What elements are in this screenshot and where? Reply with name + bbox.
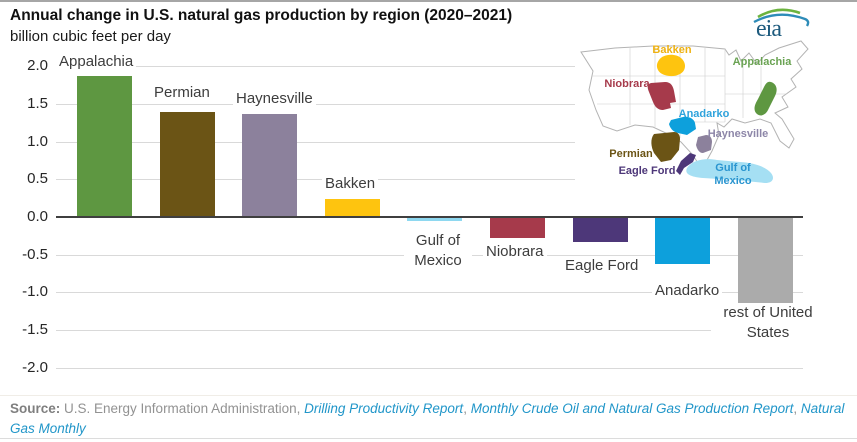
page-title: Annual change in U.S. natural gas produc…	[10, 7, 513, 24]
bar-label-anadarko: Anadarko	[652, 281, 723, 301]
source-link-3[interactable]: Natural Gas Monthly	[10, 401, 845, 436]
gridline-1.0	[56, 141, 803, 143]
us-outline	[580, 40, 809, 170]
y-tick-label-2.0: 2.0	[27, 57, 48, 75]
gridline--1.0	[56, 292, 803, 294]
bar-label-gulf-of-mexico: Gulf of Mexico	[404, 231, 472, 271]
map-region-bakken	[656, 54, 686, 77]
bottom-border-line	[0, 438, 857, 439]
bar-label-rest-of-united-states: rest of United States	[711, 303, 825, 343]
y-tick-label--2.0: -2.0	[22, 358, 48, 376]
bar-chart-plot-area: Appalachia Permian Haynesville Bakken Gu…	[0, 2, 857, 402]
map-label-anadarko: Anadarko	[679, 108, 730, 120]
chart-unit-label: billion cubic feet per day	[10, 28, 171, 45]
bar-anadarko	[655, 218, 711, 264]
source-text: ,	[793, 401, 801, 416]
bar-appalachia	[77, 76, 132, 217]
y-tick-label--1.0: -1.0	[22, 283, 48, 301]
map-label-gulf-of-mexico-line1: Gulf of	[715, 162, 751, 174]
us-regions-map: Bakken Appalachia Niobrara Anadarko Hayn…	[575, 38, 825, 190]
source-label: Source:	[10, 401, 61, 416]
source-link-1[interactable]: Drilling Productivity Report	[304, 401, 464, 416]
map-label-permian: Permian	[609, 148, 653, 160]
eia-logo-text: eia	[756, 16, 782, 42]
bar-label-permian: Permian	[151, 83, 213, 103]
map-label-niobrara: Niobrara	[604, 78, 650, 90]
eia-logo: eia	[753, 8, 810, 42]
y-tick-label-0.0: 0.0	[27, 208, 48, 225]
x-axis-zero-line	[56, 215, 803, 219]
gridline-1.5	[56, 103, 803, 105]
bar-eagle-ford	[572, 218, 628, 242]
map-label-appalachia: Appalachia	[733, 56, 793, 68]
map-label-gulf-of-mexico-line2: Mexico	[714, 175, 752, 187]
y-tick-label--1.5: -1.5	[22, 321, 48, 339]
source-attribution: Source: U.S. Energy Information Administ…	[10, 399, 848, 439]
gridline-0.5	[56, 179, 803, 181]
bar-niobrara	[490, 218, 545, 239]
bar-label-bakken: Bakken	[322, 174, 379, 194]
bar-label-eagle-ford: Eagle Ford	[562, 256, 642, 276]
bar-haynesville	[242, 113, 298, 217]
bar-rest-of-united-states	[737, 218, 793, 303]
map-label-bakken: Bakken	[652, 44, 691, 56]
source-text: U.S. Energy Information Administration,	[60, 401, 305, 416]
map-region-appalachia	[754, 81, 777, 116]
y-tick-label-0.5: 0.5	[27, 170, 48, 188]
source-text: ,	[463, 401, 471, 416]
map-region-gulf-of-mexico	[686, 159, 773, 183]
map-region-anadarko	[669, 116, 696, 135]
bar-label-appalachia: Appalachia	[56, 52, 137, 72]
divider-line	[0, 395, 857, 396]
bar-label-niobrara: Niobrara	[483, 242, 547, 262]
gridline--2.0	[56, 367, 803, 369]
map-region-eagle-ford	[676, 153, 696, 175]
map-region-haynesville	[696, 135, 712, 153]
map-label-haynesville: Haynesville	[708, 128, 769, 140]
bar-bakken	[324, 198, 380, 217]
bar-label-haynesville: Haynesville	[233, 89, 316, 109]
y-tick-label-1.0: 1.0	[27, 132, 48, 150]
eia-logo-green-arc	[757, 8, 801, 19]
source-link-2[interactable]: Monthly Crude Oil and Natural Gas Produc…	[470, 401, 794, 416]
y-tick-label-1.5: 1.5	[27, 94, 48, 112]
eia-logo-blue-arc	[753, 13, 810, 27]
y-tick-label--0.5: -0.5	[22, 245, 48, 263]
bar-gulf-of-mexico	[407, 218, 463, 221]
map-region-permian	[651, 132, 680, 162]
gridline-2.0	[56, 66, 803, 68]
bar-permian	[159, 112, 215, 217]
map-label-eagle-ford: Eagle Ford	[619, 165, 676, 177]
map-region-niobrara	[647, 82, 676, 110]
gridline--1.5	[56, 330, 803, 332]
